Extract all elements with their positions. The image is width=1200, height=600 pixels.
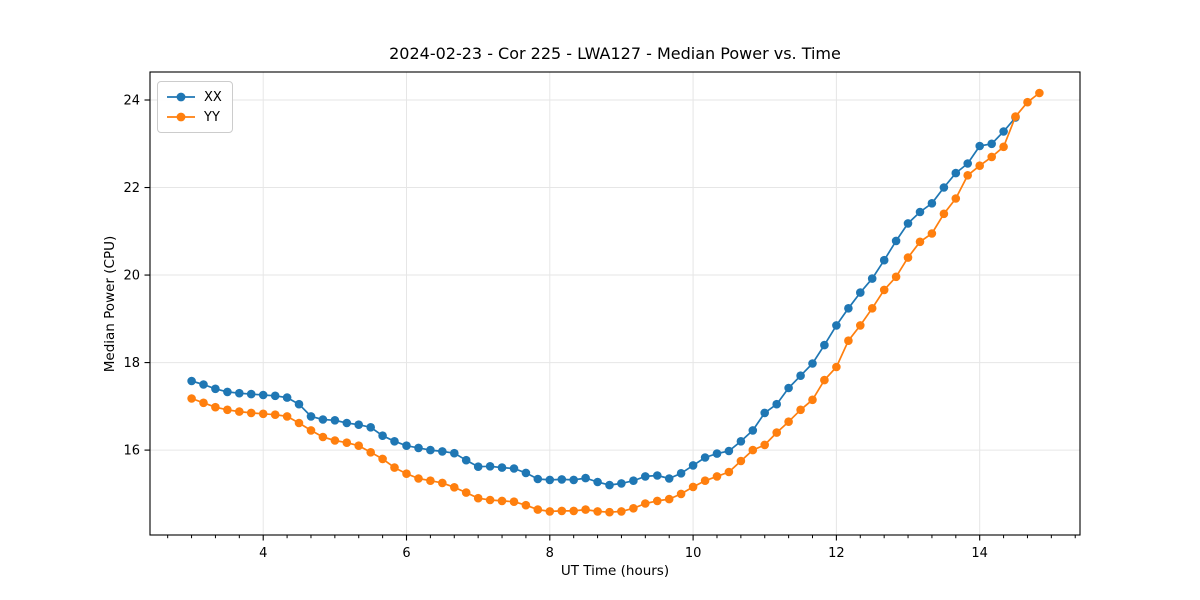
x-axis-label: UT Time (hours) xyxy=(560,563,670,579)
svg-text:20: 20 xyxy=(123,268,140,283)
svg-text:24: 24 xyxy=(123,93,140,108)
legend-sample-yy-icon xyxy=(167,112,195,122)
svg-text:14: 14 xyxy=(971,546,988,561)
legend-label-xx: XX xyxy=(204,89,222,105)
legend: XX YY xyxy=(157,81,233,133)
svg-text:18: 18 xyxy=(123,356,140,371)
legend-item-xx: XX xyxy=(166,87,222,107)
chart-title: 2024-02-23 - Cor 225 - LWA127 - Median P… xyxy=(389,44,841,63)
svg-text:16: 16 xyxy=(123,443,140,458)
legend-sample-xx-icon xyxy=(167,92,195,102)
svg-text:6: 6 xyxy=(402,546,410,561)
legend-label-yy: YY xyxy=(204,109,220,125)
svg-text:10: 10 xyxy=(685,546,702,561)
svg-text:8: 8 xyxy=(546,546,554,561)
svg-text:4: 4 xyxy=(259,546,267,561)
svg-text:22: 22 xyxy=(123,181,140,196)
svg-text:12: 12 xyxy=(828,546,845,561)
legend-item-yy: YY xyxy=(166,107,222,127)
